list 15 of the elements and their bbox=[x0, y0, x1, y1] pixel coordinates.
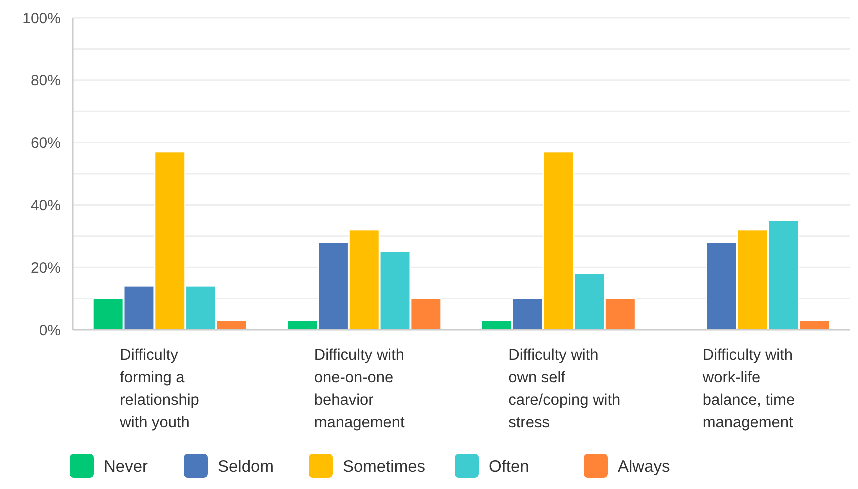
legend-label: Seldom bbox=[218, 458, 274, 476]
legend-label: Always bbox=[618, 458, 670, 476]
legend-label: Sometimes bbox=[343, 458, 426, 476]
y-tick-label: 40% bbox=[30, 197, 61, 214]
x-tick-label: Difficulty forming a relationship with youth bbox=[119, 347, 200, 432]
y-tick-label: 60% bbox=[30, 135, 61, 152]
x-tick-label: Difficulty with own self care/coping with stress bbox=[508, 347, 621, 432]
y-tick-label: 80% bbox=[30, 72, 61, 90]
x-tick-label: Difficulty with one-on-one behavior management bbox=[314, 347, 406, 432]
y-tick-label: 20% bbox=[30, 260, 61, 277]
y-tick-label: 0% bbox=[39, 322, 61, 340]
legend-label: Never bbox=[104, 458, 149, 476]
y-tick-label: 100% bbox=[22, 10, 61, 28]
x-tick-label: Difficulty with work-life balance, time management bbox=[702, 347, 796, 432]
legend-label: Often bbox=[489, 458, 530, 476]
